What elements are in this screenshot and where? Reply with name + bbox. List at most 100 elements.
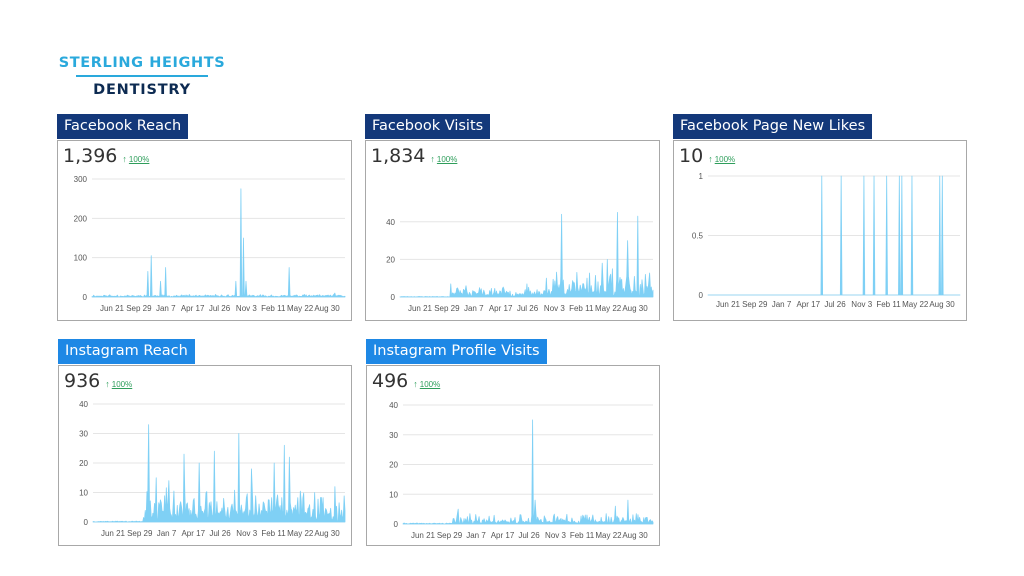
facebook-page-new-likes-value: 10: [679, 145, 704, 167]
x-tick-label: Apr 17: [491, 531, 515, 540]
instagram-profile-visits-title: Instagram Profile Visits: [366, 339, 547, 364]
instagram-reach-change[interactable]: 100%: [111, 380, 133, 389]
series-area: [402, 419, 654, 525]
y-tick-label: 0: [391, 293, 396, 302]
y-tick-label: 40: [389, 401, 398, 410]
y-tick-label: 40: [386, 218, 395, 227]
x-tick-label: Sep 29: [437, 531, 463, 540]
series-area: [91, 188, 346, 298]
x-tick-label: Aug 30: [622, 531, 648, 540]
facebook-visits-chart: 0 20 40 Jun 21 Sep 29 Jan 7 Apr 17 Jul 26 Nov 3 F…: [386, 212, 654, 313]
x-tick-label: May 22: [595, 304, 622, 313]
logo-divider: [76, 75, 208, 77]
y-tick-label: 10: [389, 490, 398, 499]
up-arrow-icon: ↑: [413, 379, 418, 389]
instagram-reach-chart: 0 10 20 30 40 Jun 21 Sep 29 Jan 7 Apr 17 Jul 26 No…: [79, 400, 346, 538]
x-tick-label: Aug 30: [929, 300, 955, 309]
logo: STERLING HEIGHTS DENTISTRY: [58, 54, 226, 99]
x-tick-label: Jul 26: [824, 300, 846, 309]
instagram-profile-visits-chart: 0 10 20 30 40 Jun 21 Sep 29 Jan 7 Apr 17 Jul 26 No…: [389, 401, 654, 540]
facebook-visits-card: 1,834 ↑ 100% 0 20 40 Jun 21 Sep 29 Jan 7 Apr 1…: [365, 140, 660, 321]
x-tick-label: May 22: [595, 531, 622, 540]
y-tick-label: 100: [74, 254, 88, 263]
y-tick-label: 20: [389, 461, 398, 470]
up-arrow-icon: ↑: [105, 379, 110, 389]
x-tick-label: Sep 29: [434, 304, 460, 313]
x-tick-label: Feb 11: [876, 300, 901, 309]
y-tick-label: 0: [394, 520, 399, 529]
facebook-page-new-likes-card: 10 ↑ 100% 0 0.5 1 Jun 21 Sep 29 Jan 7 Apr 17 Ju…: [673, 140, 967, 321]
x-tick-label: Jul 26: [517, 304, 539, 313]
facebook-visits-title: Facebook Visits: [365, 114, 491, 139]
x-tick-label: Apr 17: [181, 304, 205, 313]
facebook-visits-change[interactable]: 100%: [436, 155, 458, 164]
y-tick-label: 10: [79, 489, 88, 498]
x-tick-label: Jan 7: [156, 304, 176, 313]
instagram-profile-visits-change[interactable]: 100%: [419, 380, 441, 389]
facebook-reach-change[interactable]: 100%: [128, 155, 150, 164]
x-tick-label: May 22: [287, 304, 314, 313]
x-tick-label: Jun 21: [411, 531, 436, 540]
facebook-page-new-likes-kpi: 10 ↑ 100%: [679, 145, 735, 167]
y-tick-label: 300: [74, 175, 88, 184]
x-tick-label: Feb 11: [569, 304, 594, 313]
x-tick-label: Feb 11: [570, 531, 595, 540]
facebook-reach-title: Facebook Reach: [57, 114, 189, 139]
x-tick-label: Sep 29: [742, 300, 768, 309]
x-tick-label: Apr 17: [489, 304, 513, 313]
x-tick-label: Aug 30: [314, 529, 340, 538]
x-tick-label: Jan 7: [464, 304, 484, 313]
x-tick-label: Jul 26: [209, 529, 231, 538]
up-arrow-icon: ↑: [708, 154, 713, 164]
facebook-reach-chart: 0 100 200 300 Jun 21 Sep 29 Jan 7 Apr 17 Jul 26 N…: [74, 175, 346, 313]
x-tick-label: Nov 3: [545, 531, 566, 540]
y-tick-label: 20: [79, 459, 88, 468]
up-arrow-icon: ↑: [430, 154, 435, 164]
facebook-visits-kpi: 1,834 ↑ 100%: [371, 145, 457, 167]
y-tick-label: 40: [79, 400, 88, 409]
y-tick-label: 0.5: [692, 232, 704, 241]
y-tick-label: 0: [84, 518, 89, 527]
instagram-profile-visits-value: 496: [372, 370, 409, 392]
x-tick-label: Nov 3: [236, 304, 257, 313]
x-tick-label: Jun 21: [408, 304, 433, 313]
x-tick-label: Jun 21: [716, 300, 741, 309]
logo-line2: DENTISTRY: [93, 82, 191, 98]
x-tick-label: Jan 7: [772, 300, 792, 309]
y-tick-label: 20: [386, 255, 395, 264]
series-area: [707, 175, 961, 296]
x-tick-label: Sep 29: [127, 529, 153, 538]
facebook-page-new-likes-chart: 0 0.5 1 Jun 21 Sep 29 Jan 7 Apr 17 Jul 26 Nov 3 F…: [692, 172, 961, 309]
facebook-page-new-likes-title: Facebook Page New Likes: [673, 114, 873, 139]
instagram-profile-visits-kpi: 496 ↑ 100%: [372, 370, 440, 392]
instagram-reach-title: Instagram Reach: [58, 339, 195, 364]
facebook-reach-card: 1,396 ↑ 100% 0 100 200 300 Jun 21 Sep 29 Jan 7…: [57, 140, 352, 321]
x-tick-label: Aug 30: [622, 304, 648, 313]
x-tick-label: May 22: [287, 529, 314, 538]
x-tick-label: Jan 7: [466, 531, 486, 540]
up-arrow-icon: ↑: [122, 154, 127, 164]
instagram-profile-visits-card: 496 ↑ 100% 0 10 20 30 40 Jun 21 Sep 29 Jan 7 Apr…: [366, 365, 660, 546]
x-tick-label: Sep 29: [126, 304, 152, 313]
x-tick-label: Apr 17: [181, 529, 205, 538]
y-tick-label: 0: [699, 291, 704, 300]
x-tick-label: Apr 17: [796, 300, 820, 309]
y-tick-label: 1: [699, 172, 704, 181]
x-tick-label: Jan 7: [157, 529, 177, 538]
x-tick-label: May 22: [902, 300, 929, 309]
y-tick-label: 30: [389, 431, 398, 440]
instagram-reach-card: 936 ↑ 100% 0 10 20 30 40 Jun 21 Sep 29 Jan 7 Apr…: [58, 365, 352, 546]
facebook-visits-value: 1,834: [371, 145, 426, 167]
instagram-reach-kpi: 936 ↑ 100%: [64, 370, 132, 392]
facebook-reach-kpi: 1,396 ↑ 100%: [63, 145, 149, 167]
x-tick-label: Feb 11: [261, 529, 286, 538]
x-tick-label: Jun 21: [101, 529, 126, 538]
facebook-page-new-likes-change[interactable]: 100%: [714, 155, 736, 164]
x-tick-label: Nov 3: [236, 529, 257, 538]
x-tick-label: Feb 11: [261, 304, 286, 313]
y-tick-label: 0: [83, 293, 88, 302]
x-tick-label: Jul 26: [518, 531, 540, 540]
instagram-reach-value: 936: [64, 370, 101, 392]
series-area: [92, 424, 346, 523]
facebook-reach-value: 1,396: [63, 145, 118, 167]
